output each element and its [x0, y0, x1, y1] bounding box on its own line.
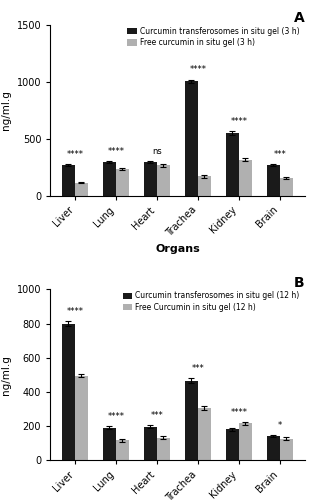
Text: ****: **** — [107, 147, 124, 156]
Bar — [103, 428, 116, 460]
Bar — [198, 408, 211, 460]
Text: ***: *** — [150, 411, 163, 420]
Bar — [267, 436, 280, 460]
Bar — [280, 178, 293, 196]
Bar — [62, 324, 75, 460]
Bar — [75, 182, 88, 196]
Text: A: A — [294, 12, 305, 26]
Bar — [226, 133, 239, 196]
Text: *: * — [278, 420, 282, 430]
Bar — [103, 162, 116, 196]
Text: B: B — [294, 276, 305, 290]
Text: ns: ns — [152, 147, 162, 156]
Bar — [62, 165, 75, 196]
Bar — [226, 430, 239, 460]
Text: ****: **** — [67, 308, 84, 316]
Bar — [75, 376, 88, 460]
Text: ****: **** — [189, 66, 206, 74]
Bar — [157, 438, 170, 460]
Bar — [185, 82, 198, 196]
Text: ****: **** — [230, 117, 247, 126]
Bar — [116, 169, 129, 196]
Text: ***: *** — [192, 364, 204, 373]
Bar — [198, 176, 211, 196]
Bar — [144, 162, 157, 196]
Text: ***: *** — [273, 150, 286, 158]
Bar — [239, 160, 252, 196]
Bar — [116, 440, 129, 460]
Legend: Curcumin transferosomes in situ gel (3 h), Free curcumin in situ gel (3 h): Curcumin transferosomes in situ gel (3 h… — [126, 26, 301, 49]
Legend: Curcumin transferosomes in situ gel (12 h), Free Curcumin in situ gel (12 h): Curcumin transferosomes in situ gel (12 … — [121, 290, 301, 313]
Bar — [239, 424, 252, 460]
Bar — [280, 438, 293, 460]
Bar — [144, 426, 157, 460]
Y-axis label: ng/ml.g: ng/ml.g — [1, 355, 11, 395]
Y-axis label: ng/ml.g: ng/ml.g — [1, 90, 11, 130]
Text: ****: **** — [107, 412, 124, 421]
X-axis label: Organs: Organs — [155, 244, 200, 254]
Text: ****: **** — [230, 408, 247, 416]
Bar — [157, 166, 170, 196]
Bar — [267, 165, 280, 196]
Bar — [185, 380, 198, 460]
Text: ****: **** — [67, 150, 84, 158]
